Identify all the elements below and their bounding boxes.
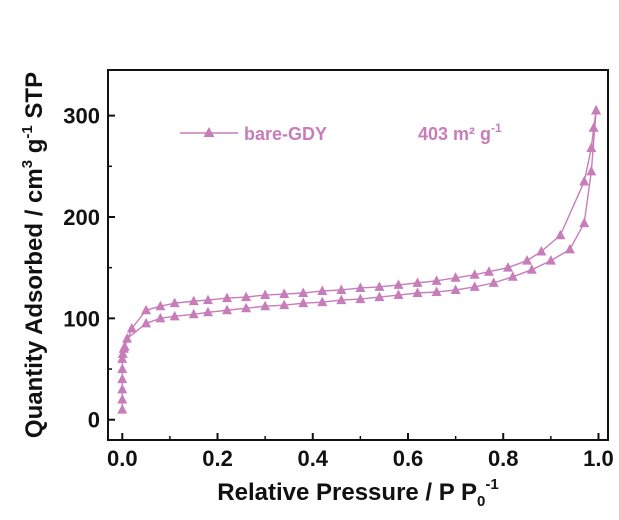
x-axis-title-main: Relative Pressure / P P bbox=[217, 479, 477, 506]
x-tick-label: 0.2 bbox=[202, 446, 233, 471]
data-point-adsorption bbox=[412, 287, 423, 298]
legend-surface-area-sup: -1 bbox=[491, 121, 502, 135]
x-axis-title: Relative Pressure / P P0-1 bbox=[217, 476, 498, 510]
legend-surface-area-value: 403 m² g bbox=[418, 124, 491, 144]
data-point-desorption bbox=[374, 281, 385, 291]
data-point-desorption bbox=[141, 304, 152, 315]
data-point-adsorption bbox=[526, 264, 537, 274]
data-point-desorption bbox=[169, 297, 180, 308]
data-point-adsorption bbox=[586, 165, 597, 176]
legend-marker bbox=[203, 127, 215, 137]
x-axis-title-sup: -1 bbox=[485, 476, 498, 493]
data-point-desorption bbox=[503, 262, 513, 272]
y-tick-label: 200 bbox=[63, 205, 100, 230]
y-tick-label: 100 bbox=[63, 306, 100, 331]
data-point-adsorption bbox=[393, 289, 404, 300]
data-point-adsorption bbox=[117, 393, 128, 404]
data-point-adsorption bbox=[298, 297, 309, 308]
data-point-desorption bbox=[155, 300, 166, 311]
data-point-desorption bbox=[188, 295, 199, 306]
y-axis-title-sup2: -1 bbox=[19, 125, 36, 138]
data-point-desorption bbox=[555, 229, 566, 240]
data-point-desorption bbox=[355, 282, 366, 292]
x-tick-label: 0.4 bbox=[297, 446, 328, 471]
data-point-adsorption bbox=[117, 383, 128, 394]
data-point-desorption bbox=[483, 266, 494, 276]
data-point-desorption bbox=[431, 275, 442, 285]
data-point-desorption bbox=[203, 294, 213, 305]
x-tick-label: 0.8 bbox=[488, 446, 519, 471]
data-point-adsorption bbox=[117, 348, 128, 358]
y-axis-title-mid: g bbox=[21, 139, 48, 160]
data-point-adsorption bbox=[317, 296, 328, 307]
data-point-desorption bbox=[279, 288, 290, 299]
data-point-desorption bbox=[317, 285, 328, 295]
data-point-adsorption bbox=[169, 310, 180, 321]
y-axis-ticks: 0 100 200 300 bbox=[63, 104, 115, 433]
data-point-adsorption bbox=[260, 300, 271, 311]
data-point-desorption bbox=[298, 287, 309, 298]
data-point-adsorption bbox=[431, 286, 442, 296]
data-point-desorption bbox=[260, 289, 271, 300]
data-point-adsorption bbox=[188, 308, 199, 319]
data-point-adsorption bbox=[141, 317, 152, 328]
data-point-desorption bbox=[469, 269, 480, 279]
x-tick-label: 0.0 bbox=[107, 446, 138, 471]
data-point-adsorption bbox=[579, 217, 590, 228]
series-line-desorption bbox=[124, 110, 597, 347]
data-point-desorption bbox=[591, 105, 602, 115]
x-tick-label: 0.6 bbox=[393, 446, 424, 471]
x-axis-title-sub: 0 bbox=[477, 493, 485, 510]
data-point-adsorption bbox=[507, 271, 518, 281]
y-axis-title-end: STP bbox=[21, 72, 48, 125]
legend: bare-GDY 403 m² g-1 bbox=[180, 121, 502, 144]
data-point-adsorption bbox=[222, 304, 233, 315]
data-point-desorption bbox=[450, 272, 461, 282]
y-axis-title-sup1: 3 bbox=[19, 160, 36, 168]
data-point-adsorption bbox=[122, 333, 133, 343]
data-point-adsorption bbox=[564, 243, 575, 254]
series-layer bbox=[117, 105, 602, 414]
data-point-desorption bbox=[579, 176, 590, 186]
data-point-desorption bbox=[336, 284, 347, 294]
legend-surface-area: 403 m² g-1 bbox=[418, 121, 502, 144]
data-point-desorption bbox=[222, 292, 233, 303]
data-point-adsorption bbox=[545, 255, 556, 265]
data-point-adsorption bbox=[279, 299, 290, 310]
data-point-adsorption bbox=[117, 404, 128, 414]
data-point-desorption bbox=[586, 142, 597, 153]
y-axis-title-main: Quantity Adsorbed / cm bbox=[21, 168, 48, 438]
data-point-adsorption bbox=[469, 281, 480, 291]
y-tick-label: 0 bbox=[88, 408, 100, 433]
data-point-adsorption bbox=[450, 284, 461, 294]
data-point-adsorption bbox=[203, 306, 213, 317]
data-point-adsorption bbox=[117, 373, 128, 384]
data-point-adsorption bbox=[488, 277, 499, 287]
data-point-desorption bbox=[119, 341, 130, 351]
data-point-desorption bbox=[412, 277, 423, 287]
y-tick-label: 300 bbox=[63, 104, 100, 129]
data-point-desorption bbox=[536, 245, 547, 256]
plot-frame bbox=[107, 69, 609, 441]
data-point-desorption bbox=[241, 291, 252, 302]
x-tick-label: 1.0 bbox=[583, 446, 614, 471]
data-point-adsorption bbox=[155, 312, 166, 323]
data-point-adsorption bbox=[336, 294, 347, 305]
data-point-desorption bbox=[588, 122, 599, 132]
data-point-desorption bbox=[393, 279, 404, 289]
data-point-adsorption bbox=[355, 293, 366, 304]
data-point-adsorption bbox=[241, 302, 252, 313]
data-point-desorption bbox=[126, 322, 137, 333]
data-point-adsorption bbox=[117, 353, 128, 363]
y-axis-title: Quantity Adsorbed / cm3 g-1 STP bbox=[19, 72, 48, 438]
data-point-adsorption bbox=[374, 291, 385, 302]
data-point-adsorption bbox=[117, 363, 128, 374]
legend-series-label: bare-GDY bbox=[244, 124, 327, 144]
data-point-desorption bbox=[522, 255, 533, 265]
x-axis-ticks: 0.0 0.2 0.4 0.6 0.8 1.0 bbox=[107, 433, 614, 471]
